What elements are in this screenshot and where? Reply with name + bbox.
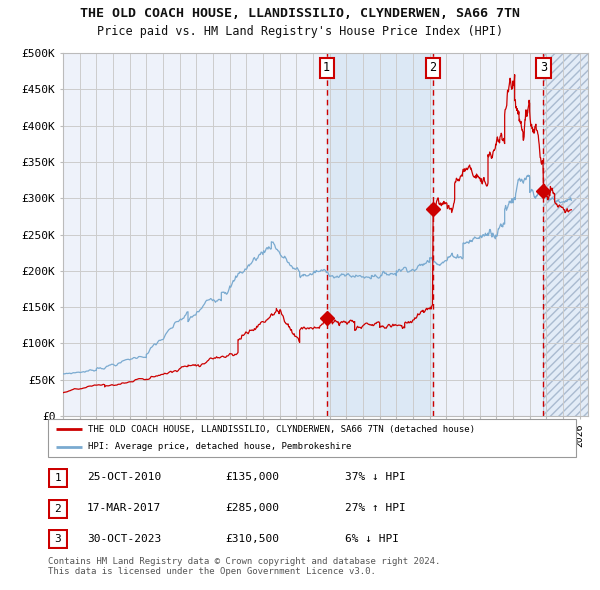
Text: THE OLD COACH HOUSE, LLANDISSILIO, CLYNDERWEN, SA66 7TN: THE OLD COACH HOUSE, LLANDISSILIO, CLYND… bbox=[80, 7, 520, 20]
Text: HPI: Average price, detached house, Pembrokeshire: HPI: Average price, detached house, Pemb… bbox=[88, 442, 351, 451]
Bar bbox=[326, 53, 433, 416]
Text: 3: 3 bbox=[540, 61, 547, 74]
FancyBboxPatch shape bbox=[49, 530, 67, 548]
FancyBboxPatch shape bbox=[48, 419, 576, 457]
Text: 37% ↓ HPI: 37% ↓ HPI bbox=[345, 473, 406, 482]
FancyBboxPatch shape bbox=[49, 469, 67, 487]
Text: 1: 1 bbox=[55, 473, 61, 483]
Text: 2: 2 bbox=[430, 61, 437, 74]
Text: Contains HM Land Registry data © Crown copyright and database right 2024.
This d: Contains HM Land Registry data © Crown c… bbox=[48, 557, 440, 576]
Text: 3: 3 bbox=[55, 535, 61, 544]
Bar bbox=[544, 53, 588, 416]
Text: THE OLD COACH HOUSE, LLANDISSILIO, CLYNDERWEN, SA66 7TN (detached house): THE OLD COACH HOUSE, LLANDISSILIO, CLYND… bbox=[88, 425, 475, 434]
Text: 2: 2 bbox=[55, 504, 61, 513]
FancyBboxPatch shape bbox=[49, 500, 67, 517]
Text: Price paid vs. HM Land Registry's House Price Index (HPI): Price paid vs. HM Land Registry's House … bbox=[97, 25, 503, 38]
Text: £285,000: £285,000 bbox=[225, 503, 279, 513]
Text: 30-OCT-2023: 30-OCT-2023 bbox=[87, 534, 161, 543]
Text: 25-OCT-2010: 25-OCT-2010 bbox=[87, 473, 161, 482]
Text: 27% ↑ HPI: 27% ↑ HPI bbox=[345, 503, 406, 513]
Text: 1: 1 bbox=[323, 61, 330, 74]
Text: 17-MAR-2017: 17-MAR-2017 bbox=[87, 503, 161, 513]
Text: £310,500: £310,500 bbox=[225, 534, 279, 543]
Text: £135,000: £135,000 bbox=[225, 473, 279, 482]
Text: 6% ↓ HPI: 6% ↓ HPI bbox=[345, 534, 399, 543]
Bar bbox=[544, 53, 588, 416]
